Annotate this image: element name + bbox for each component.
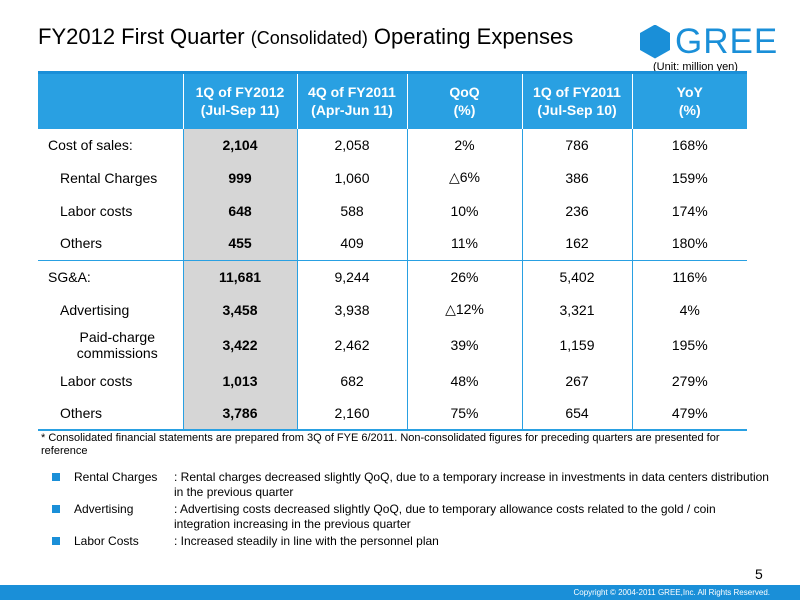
table-row: Labor costs 648 588 10% 236 174% xyxy=(38,194,747,227)
row-label: Labor costs xyxy=(60,202,133,219)
cell-1q-fy2011: 5,402 xyxy=(521,259,632,293)
cell-yoy: 279% xyxy=(631,364,747,397)
cell-4q-fy2011: 2,462 xyxy=(296,326,407,364)
table-header-row: 1Q of FY2012 (Jul-Sep 11) 4Q of FY2011 (Ap… xyxy=(38,74,747,128)
footnote: * Consolidated financial statements are … xyxy=(41,432,720,457)
cell-1q-fy2011: 654 xyxy=(521,397,632,431)
row-label: SG&A: xyxy=(38,259,183,293)
cell-qoq: 39% xyxy=(406,326,522,364)
cell-qoq: 26% xyxy=(406,259,522,293)
cell-yoy: 116% xyxy=(631,259,747,293)
row-label: Labor costs xyxy=(60,372,133,389)
table-row: Labor costs 1,013 682 48% 267 279% xyxy=(38,364,747,397)
row-label: Rental Charges xyxy=(60,169,158,186)
header-1q-fy2012: 1Q of FY2012 (Jul-Sep 11) xyxy=(182,74,297,128)
cell-qoq: 48% xyxy=(406,364,522,397)
page-number: 5 xyxy=(755,566,763,582)
bullet-label: Rental Charges xyxy=(74,470,158,484)
cell-1q-fy2011: 267 xyxy=(521,364,632,397)
cell-4q-fy2011: 409 xyxy=(296,227,407,260)
title-paren: (Consolidated) xyxy=(250,28,368,48)
cell-yoy: 168% xyxy=(631,127,747,161)
gree-logo: GREE xyxy=(640,24,778,59)
cell-qoq: △12% xyxy=(406,293,522,326)
cell-4q-fy2011: 3,938 xyxy=(296,293,407,326)
table-row: SG&A: 11,681 9,244 26% 5,402 116% xyxy=(38,259,747,293)
cell-1q-fy2011: 1,159 xyxy=(521,326,632,364)
table-top-rule xyxy=(38,71,747,74)
header-label xyxy=(38,74,183,128)
row-label: Others xyxy=(38,397,183,431)
cell-1q-fy2012: 3,786 xyxy=(182,397,297,431)
cell-qoq: 2% xyxy=(406,127,522,161)
table-row: Advertising 3,458 3,938 △12% 3,321 4% xyxy=(38,293,747,326)
row-label: Cost of sales: xyxy=(38,127,183,161)
cell-yoy: 479% xyxy=(631,397,747,431)
title-main: FY2012 First Quarter xyxy=(38,24,251,49)
bullet-text: : Advertising costs decreased slightly Q… xyxy=(174,502,716,531)
cell-1q-fy2012: 3,422 xyxy=(182,326,297,364)
cell-4q-fy2011: 682 xyxy=(296,364,407,397)
cell-qoq: 11% xyxy=(406,227,522,260)
table-row: Rental Charges 999 1,060 △6% 386 159% xyxy=(38,161,747,194)
hexagon-icon xyxy=(640,24,670,59)
commentary-list: Rental Charges : Rental charges decrease… xyxy=(52,470,772,551)
bullet-square-icon xyxy=(52,473,60,481)
bullet-square-icon xyxy=(52,505,60,513)
operating-expenses-table: 1Q of FY2012 (Jul-Sep 11) 4Q of FY2011 (Ap… xyxy=(38,74,747,431)
cell-4q-fy2011: 588 xyxy=(296,194,407,227)
cell-qoq: 75% xyxy=(406,397,522,431)
cell-yoy: 4% xyxy=(631,293,747,326)
cell-4q-fy2011: 9,244 xyxy=(296,259,407,293)
cell-yoy: 174% xyxy=(631,194,747,227)
cell-1q-fy2012: 648 xyxy=(182,194,297,227)
bullet-square-icon xyxy=(52,537,60,545)
list-item: Advertising : Advertising costs decrease… xyxy=(52,502,772,532)
cell-1q-fy2012: 999 xyxy=(182,161,297,194)
table-row: Others 455 409 11% 162 180% xyxy=(38,227,747,260)
unit-label: (Unit: million yen) xyxy=(653,61,738,73)
cell-yoy: 195% xyxy=(631,326,747,364)
copyright-footer: Copyright © 2004-2011 GREE,Inc. All Righ… xyxy=(0,585,800,600)
header-1q-fy2011: 1Q of FY2011 (Jul-Sep 10) xyxy=(521,74,632,128)
cell-1q-fy2011: 786 xyxy=(521,127,632,161)
cell-1q-fy2012: 3,458 xyxy=(182,293,297,326)
title-rest: Operating Expenses xyxy=(367,24,574,49)
row-label: Advertising xyxy=(60,301,130,318)
header-4q-fy2011: 4Q of FY2011 (Apr-Jun 11) xyxy=(296,74,407,128)
cell-1q-fy2011: 162 xyxy=(521,227,632,260)
table-row: Cost of sales: 2,104 2,058 2% 786 168% xyxy=(38,127,747,161)
cell-4q-fy2011: 2,058 xyxy=(296,127,407,161)
table-row: Others 3,786 2,160 75% 654 479% xyxy=(38,397,747,431)
header-yoy: YoY (%) xyxy=(631,74,747,128)
cell-1q-fy2011: 386 xyxy=(521,161,632,194)
bullet-text: : Rental charges decreased slightly QoQ,… xyxy=(174,470,769,499)
bullet-label: Labor Costs xyxy=(74,534,139,548)
cell-1q-fy2012: 455 xyxy=(182,227,297,260)
table-row: Paid-charge commissions 3,422 2,462 39% … xyxy=(38,326,747,364)
cell-yoy: 180% xyxy=(631,227,747,260)
cell-1q-fy2011: 236 xyxy=(521,194,632,227)
header-qoq: QoQ (%) xyxy=(406,74,522,128)
row-label: Paid-charge commissions xyxy=(76,329,158,361)
list-item: Labor Costs : Increased steadily in line… xyxy=(52,534,772,549)
bullet-text: : Increased steadily in line with the pe… xyxy=(174,534,439,548)
cell-yoy: 159% xyxy=(631,161,747,194)
cell-1q-fy2012: 1,013 xyxy=(182,364,297,397)
row-label: Others xyxy=(60,235,103,252)
cell-qoq: 10% xyxy=(406,194,522,227)
cell-4q-fy2011: 1,060 xyxy=(296,161,407,194)
bullet-label: Advertising xyxy=(74,502,134,516)
list-item: Rental Charges : Rental charges decrease… xyxy=(52,470,772,500)
cell-1q-fy2012: 11,681 xyxy=(182,259,297,293)
cell-qoq: △6% xyxy=(406,161,522,194)
cell-1q-fy2012: 2,104 xyxy=(182,127,297,161)
page-title: FY2012 First Quarter (Consolidated) Oper… xyxy=(38,24,573,50)
cell-1q-fy2011: 3,321 xyxy=(521,293,632,326)
logo-text: GREE xyxy=(675,22,779,61)
cell-4q-fy2011: 2,160 xyxy=(296,397,407,431)
